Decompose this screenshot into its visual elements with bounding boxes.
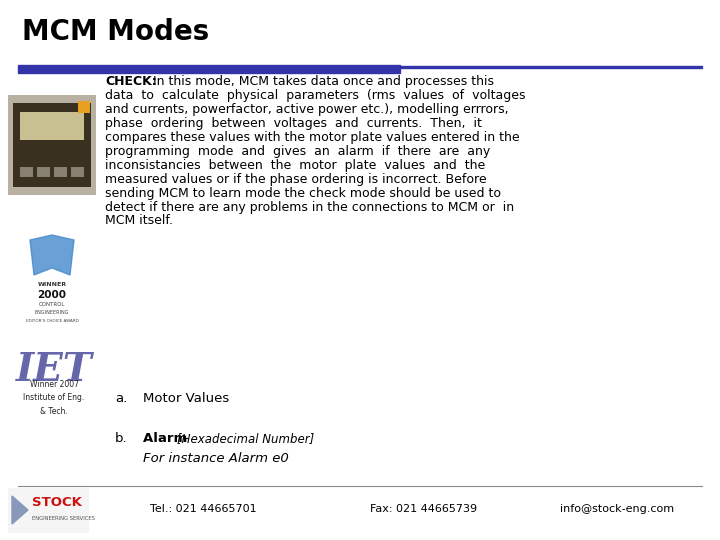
Bar bbox=[13, 103, 91, 187]
Bar bbox=[8, 95, 96, 195]
Text: Fax: 021 44665739: Fax: 021 44665739 bbox=[370, 504, 477, 514]
Text: For instance Alarm e0: For instance Alarm e0 bbox=[143, 452, 289, 465]
Text: WINNER: WINNER bbox=[37, 282, 66, 287]
Bar bbox=[20, 112, 84, 140]
Bar bbox=[18, 65, 400, 73]
Text: phase  ordering  between  voltages  and  currents.  Then,  it: phase ordering between voltages and curr… bbox=[105, 117, 482, 130]
Text: sending MCM to learn mode the check mode should be used to: sending MCM to learn mode the check mode… bbox=[105, 187, 501, 200]
Text: CONTROL: CONTROL bbox=[39, 302, 66, 307]
Bar bbox=[20, 167, 33, 177]
Text: b.: b. bbox=[115, 432, 127, 445]
Text: MCM Modes: MCM Modes bbox=[22, 18, 210, 46]
Text: measured values or if the phase ordering is incorrect. Before: measured values or if the phase ordering… bbox=[105, 173, 487, 186]
Bar bbox=[8, 220, 96, 330]
Bar bbox=[8, 488, 88, 532]
Text: a.: a. bbox=[115, 392, 127, 405]
Text: CHECK:: CHECK: bbox=[105, 75, 157, 88]
Text: 2000: 2000 bbox=[37, 290, 66, 300]
Text: Winner 2007
Institute of Eng.
& Tech.: Winner 2007 Institute of Eng. & Tech. bbox=[23, 380, 85, 416]
Text: EDITOR'S CHOICE AWARD: EDITOR'S CHOICE AWARD bbox=[26, 319, 78, 323]
Text: inconsistancies  between  the  motor  plate  values  and  the: inconsistancies between the motor plate … bbox=[105, 159, 485, 172]
Text: Alarm: Alarm bbox=[143, 432, 192, 445]
Bar bbox=[54, 167, 67, 177]
Text: [Hexadecimal Number]: [Hexadecimal Number] bbox=[177, 432, 314, 445]
Polygon shape bbox=[30, 235, 74, 275]
Bar bbox=[37, 167, 50, 177]
Bar bbox=[400, 66, 702, 68]
Text: info@stock-eng.com: info@stock-eng.com bbox=[560, 504, 674, 514]
Text: programming  mode  and  gives  an  alarm  if  there  are  any: programming mode and gives an alarm if t… bbox=[105, 145, 490, 158]
Text: Motor Values: Motor Values bbox=[143, 392, 229, 405]
Text: In this mode, MCM takes data once and processes this: In this mode, MCM takes data once and pr… bbox=[153, 75, 494, 88]
Text: compares these values with the motor plate values entered in the: compares these values with the motor pla… bbox=[105, 131, 520, 144]
Bar bbox=[71, 167, 84, 177]
Text: detect if there are any problems in the connections to MCM or  in: detect if there are any problems in the … bbox=[105, 200, 514, 213]
Text: Tel.: 021 44665701: Tel.: 021 44665701 bbox=[150, 504, 256, 514]
Bar bbox=[78, 101, 90, 113]
Text: IET: IET bbox=[16, 351, 92, 389]
Text: MCM itself.: MCM itself. bbox=[105, 214, 173, 227]
Text: data  to  calculate  physical  parameters  (rms  values  of  voltages: data to calculate physical parameters (r… bbox=[105, 89, 526, 102]
Text: ENGINEERING: ENGINEERING bbox=[35, 310, 69, 315]
Text: STOCK: STOCK bbox=[32, 496, 82, 509]
Polygon shape bbox=[12, 496, 28, 524]
Text: ENGINEERING SERVICES: ENGINEERING SERVICES bbox=[32, 516, 95, 521]
Text: and currents, powerfactor, active power etc.), modelling errrors,: and currents, powerfactor, active power … bbox=[105, 103, 508, 116]
